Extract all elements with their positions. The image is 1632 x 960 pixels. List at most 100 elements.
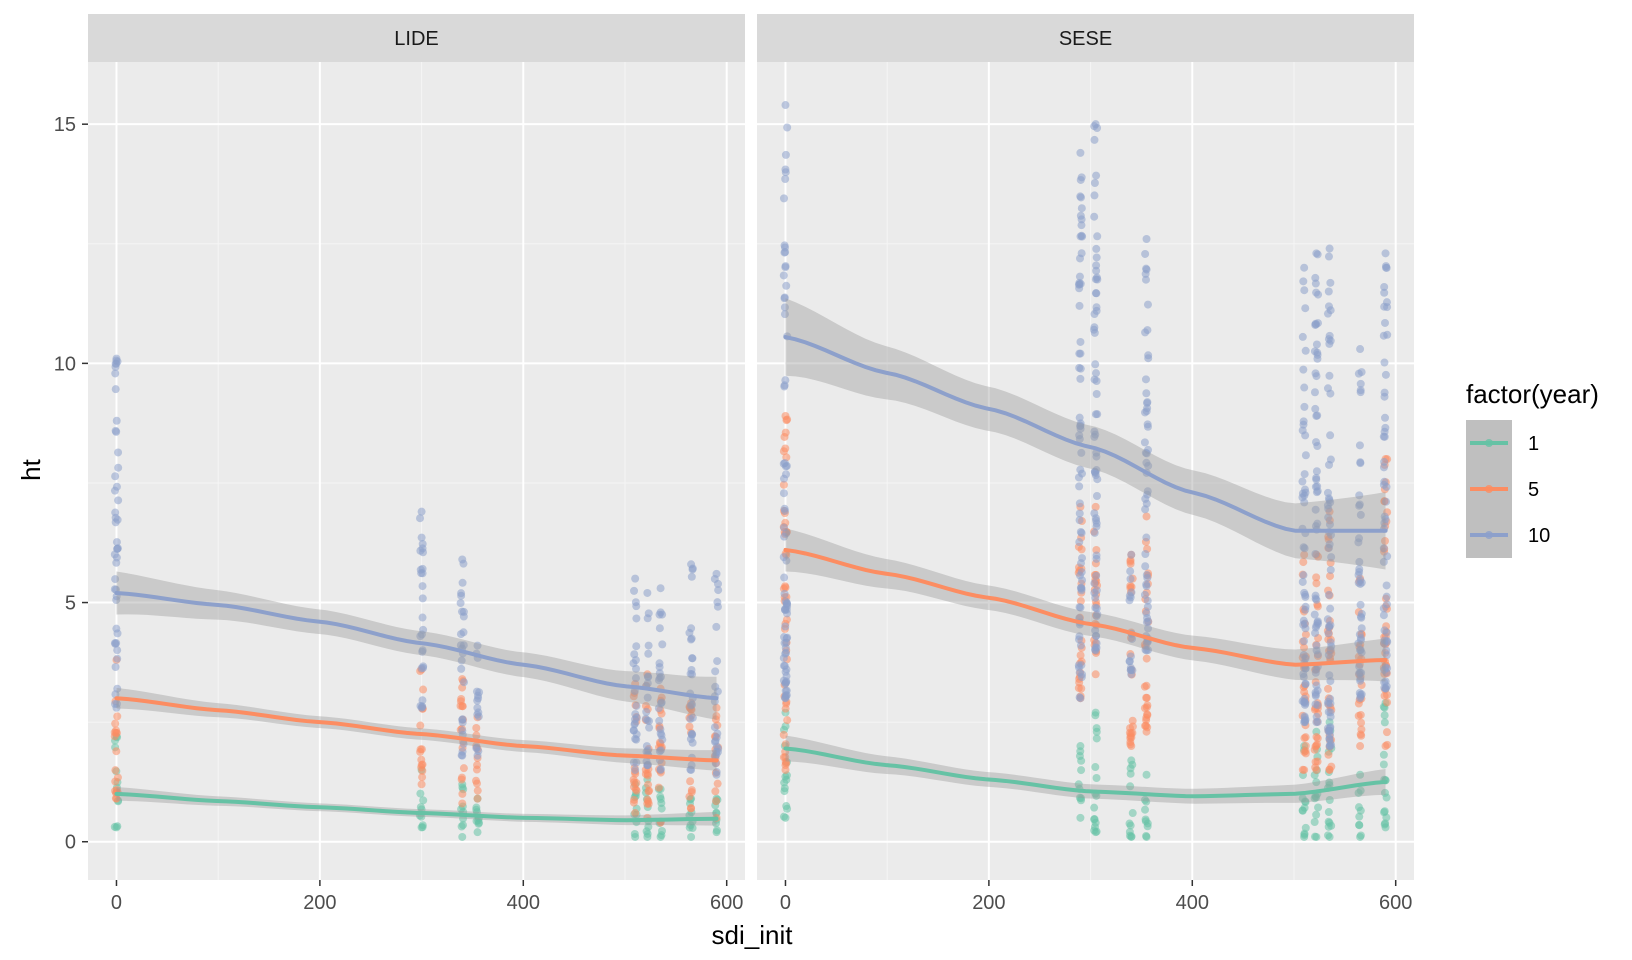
- data-point: [1313, 701, 1322, 710]
- data-point: [1380, 358, 1389, 367]
- data-point: [687, 665, 696, 674]
- data-point: [685, 792, 694, 801]
- legend: factor(year) 1 5 10: [1466, 379, 1599, 558]
- data-point: [780, 381, 789, 390]
- data-point: [1092, 306, 1101, 315]
- data-point: [1324, 727, 1333, 736]
- data-point: [644, 787, 653, 796]
- data-point: [1090, 323, 1099, 332]
- data-point: [1324, 651, 1333, 660]
- data-point: [419, 796, 428, 805]
- data-point: [418, 773, 427, 782]
- data-point: [1356, 832, 1365, 841]
- data-point: [687, 624, 696, 633]
- data-point: [781, 694, 790, 703]
- data-point: [780, 573, 789, 582]
- data-point: [1314, 803, 1323, 812]
- data-point: [782, 665, 791, 674]
- data-point: [711, 787, 720, 796]
- data-point: [1092, 261, 1101, 270]
- data-point: [112, 595, 121, 604]
- data-point: [1127, 550, 1136, 559]
- data-point: [1324, 684, 1333, 693]
- data-point: [1324, 543, 1333, 552]
- data-point: [112, 538, 121, 547]
- data-point: [1356, 345, 1365, 354]
- data-point: [1355, 557, 1364, 566]
- data-point: [1142, 654, 1151, 663]
- data-point: [1075, 254, 1084, 263]
- data-point: [1142, 727, 1151, 736]
- data-point: [629, 798, 638, 807]
- data-point: [1142, 703, 1151, 712]
- data-point: [783, 804, 792, 813]
- data-point: [1093, 232, 1102, 241]
- data-point: [474, 819, 483, 828]
- data-point: [1380, 788, 1389, 797]
- data-point: [779, 271, 788, 280]
- data-point: [416, 789, 425, 798]
- y-tick-label: 10: [54, 353, 76, 375]
- data-point: [1092, 586, 1101, 595]
- data-point: [1092, 273, 1101, 282]
- data-point: [1355, 441, 1364, 450]
- data-point: [1092, 571, 1101, 580]
- data-point: [1312, 810, 1321, 819]
- data-point: [780, 504, 789, 513]
- x-tick-label: 400: [1176, 892, 1209, 914]
- data-point: [112, 416, 121, 425]
- data-point: [1325, 765, 1334, 774]
- data-point: [686, 714, 695, 723]
- smooth-line-year-1: [114, 791, 719, 823]
- data-point: [1077, 756, 1086, 765]
- data-point: [472, 731, 481, 740]
- data-point: [1327, 553, 1336, 562]
- data-point: [1313, 617, 1322, 626]
- data-point: [1077, 584, 1086, 593]
- data-point: [631, 765, 640, 774]
- data-point: [1299, 558, 1308, 567]
- data-point: [631, 674, 640, 683]
- facet-strip-label: LIDE: [394, 28, 438, 50]
- data-point: [417, 664, 426, 673]
- data-point: [1382, 298, 1391, 307]
- data-point: [1077, 215, 1086, 224]
- data-point: [781, 605, 790, 614]
- data-point: [658, 610, 667, 619]
- data-point: [1312, 467, 1321, 476]
- data-point: [1313, 411, 1322, 420]
- data-point: [632, 758, 641, 767]
- data-point: [641, 714, 650, 723]
- data-point: [1092, 551, 1101, 560]
- data-point: [783, 123, 792, 132]
- data-point: [417, 533, 426, 542]
- data-point: [657, 804, 666, 813]
- data-point: [632, 664, 641, 673]
- data-point: [1141, 805, 1150, 814]
- data-point: [1356, 806, 1365, 815]
- data-point: [1355, 812, 1364, 821]
- data-point: [781, 168, 790, 177]
- data-point: [1091, 646, 1100, 655]
- data-point: [113, 544, 122, 553]
- data-point: [1092, 389, 1101, 398]
- data-point: [113, 684, 122, 693]
- data-point: [1077, 673, 1086, 682]
- data-point: [457, 694, 466, 703]
- data-point: [1300, 734, 1309, 743]
- data-point: [1324, 252, 1333, 261]
- data-point: [1379, 750, 1388, 759]
- data-point: [416, 803, 425, 812]
- data-point: [782, 529, 791, 538]
- panel-background: [88, 62, 745, 880]
- data-point: [714, 586, 723, 595]
- data-point: [1326, 565, 1335, 574]
- data-point: [642, 707, 651, 716]
- data-point: [644, 649, 653, 658]
- data-point: [112, 354, 121, 363]
- data-point: [1074, 780, 1083, 789]
- data-point: [1076, 597, 1085, 606]
- data-point: [1383, 330, 1392, 339]
- data-point: [1355, 662, 1364, 671]
- data-point: [1380, 288, 1389, 297]
